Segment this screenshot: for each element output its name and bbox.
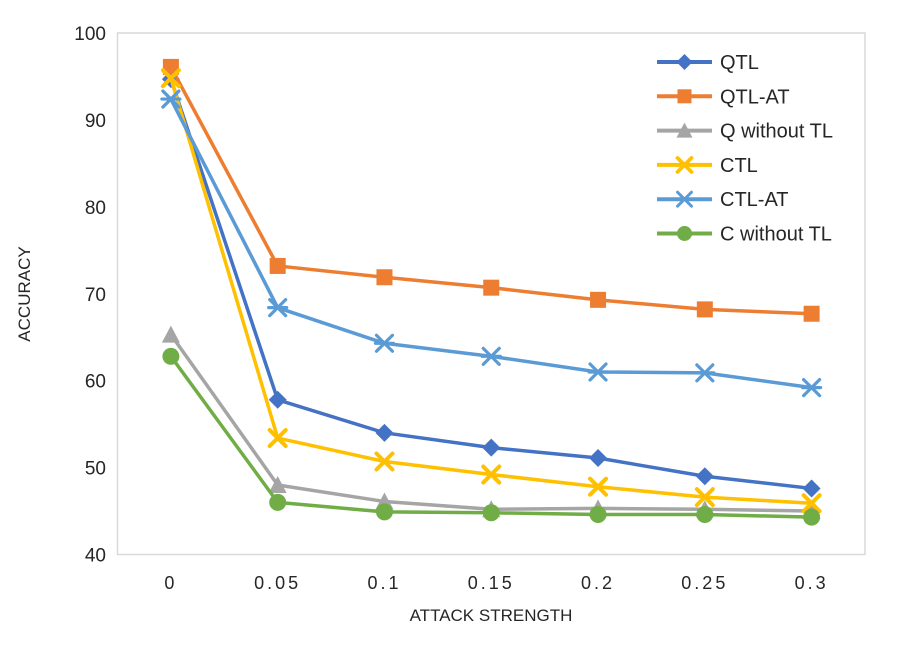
- x-tick-label: 0.2: [581, 573, 615, 593]
- y-tick-label: 90: [85, 111, 106, 132]
- legend-item-ctl: CTL: [657, 155, 758, 177]
- asterisk-marker: [801, 378, 823, 398]
- series-line: [169, 354, 814, 519]
- plot-frame: [116, 32, 866, 556]
- x-marker: [267, 428, 288, 449]
- triangle-marker: [676, 122, 693, 138]
- legend-item-qtl-at: QTL-AT: [657, 86, 790, 108]
- asterisk-marker: [480, 346, 502, 366]
- circle-marker: [696, 506, 714, 524]
- x-marker: [481, 464, 502, 485]
- diamond-marker: [589, 449, 608, 468]
- y-axis-tick-labels: 100 90 80 70 60 50 40: [74, 24, 106, 567]
- square-marker: [803, 305, 820, 322]
- legend-item-qtl: QTL: [657, 52, 759, 74]
- legend-item-c-without-tl: C without TL: [657, 224, 832, 246]
- circle-marker: [589, 506, 607, 524]
- legend-label: QTL-AT: [720, 86, 790, 108]
- asterisk-marker: [587, 362, 609, 382]
- triangle-marker: [268, 475, 287, 493]
- legend-label: Q without TL: [720, 121, 833, 143]
- y-tick-label: 80: [85, 198, 106, 219]
- x-axis-title: ATTACK STRENGTH: [410, 606, 573, 625]
- series-line: [169, 65, 814, 316]
- x-tick-label: 0.15: [468, 573, 515, 593]
- asterisk-marker: [675, 190, 694, 208]
- circle-marker: [677, 226, 692, 241]
- diamond-marker: [268, 390, 287, 409]
- x-tick-label: 0.3: [795, 573, 829, 593]
- legend-item-ctl-at: CTL-AT: [657, 189, 789, 211]
- asterisk-marker: [694, 363, 716, 383]
- asterisk-marker: [160, 89, 182, 109]
- series-ctl: [160, 68, 822, 514]
- diamond-marker: [676, 54, 693, 70]
- diamond-marker: [802, 479, 821, 498]
- legend-label: C without TL: [720, 224, 832, 246]
- circle-marker: [482, 504, 500, 522]
- y-tick-label: 70: [85, 285, 106, 306]
- x-tick-label: 0.1: [367, 573, 401, 593]
- legend-label: QTL: [720, 52, 759, 74]
- series-qtl: [161, 70, 821, 498]
- legend-item-q-without-tl: Q without TL: [657, 121, 833, 143]
- legend-label: CTL-AT: [720, 189, 789, 211]
- circle-marker: [803, 508, 821, 526]
- circle-marker: [269, 493, 287, 511]
- square-marker: [162, 58, 179, 75]
- square-marker: [677, 89, 692, 104]
- asterisk-marker: [373, 333, 396, 353]
- asterisk-marker: [267, 298, 289, 318]
- diamond-marker: [375, 423, 394, 442]
- series-line: [169, 332, 814, 513]
- y-tick-label: 50: [85, 459, 106, 480]
- y-axis-title: ACCURACY: [15, 246, 34, 341]
- circle-marker: [162, 347, 180, 365]
- x-marker: [801, 493, 822, 514]
- x-tick-label: 0.25: [681, 573, 728, 593]
- y-tick-label: 100: [74, 24, 106, 45]
- triangle-marker: [161, 325, 180, 343]
- x-marker: [694, 487, 715, 508]
- series-ctl-at: [160, 89, 823, 398]
- series-qtl-at: [162, 58, 820, 322]
- y-tick-label: 60: [85, 372, 106, 393]
- square-marker: [696, 301, 713, 318]
- data-series-layer: [160, 58, 823, 526]
- series-c-without-tl: [162, 347, 821, 526]
- x-marker: [675, 156, 694, 174]
- x-tick-label: 0: [164, 573, 177, 593]
- legend-label: CTL: [720, 155, 758, 177]
- x-marker: [160, 68, 181, 89]
- plot-area-border: [116, 32, 866, 556]
- x-axis-tick-labels: 0 0.05 0.1 0.15 0.2 0.25 0.3: [164, 573, 829, 593]
- square-marker: [376, 269, 393, 286]
- legend: QTL QTL-AT Q without TL CTL CTL-AT C without …: [657, 52, 833, 246]
- y-tick-label: 40: [85, 546, 106, 567]
- circle-marker: [375, 503, 393, 521]
- square-marker: [269, 257, 286, 274]
- x-tick-label: 0.05: [254, 573, 301, 593]
- x-marker: [588, 476, 609, 497]
- diamond-marker: [482, 438, 501, 457]
- diamond-marker: [695, 467, 714, 486]
- square-marker: [590, 291, 607, 308]
- x-marker: [374, 451, 395, 472]
- square-marker: [483, 279, 500, 296]
